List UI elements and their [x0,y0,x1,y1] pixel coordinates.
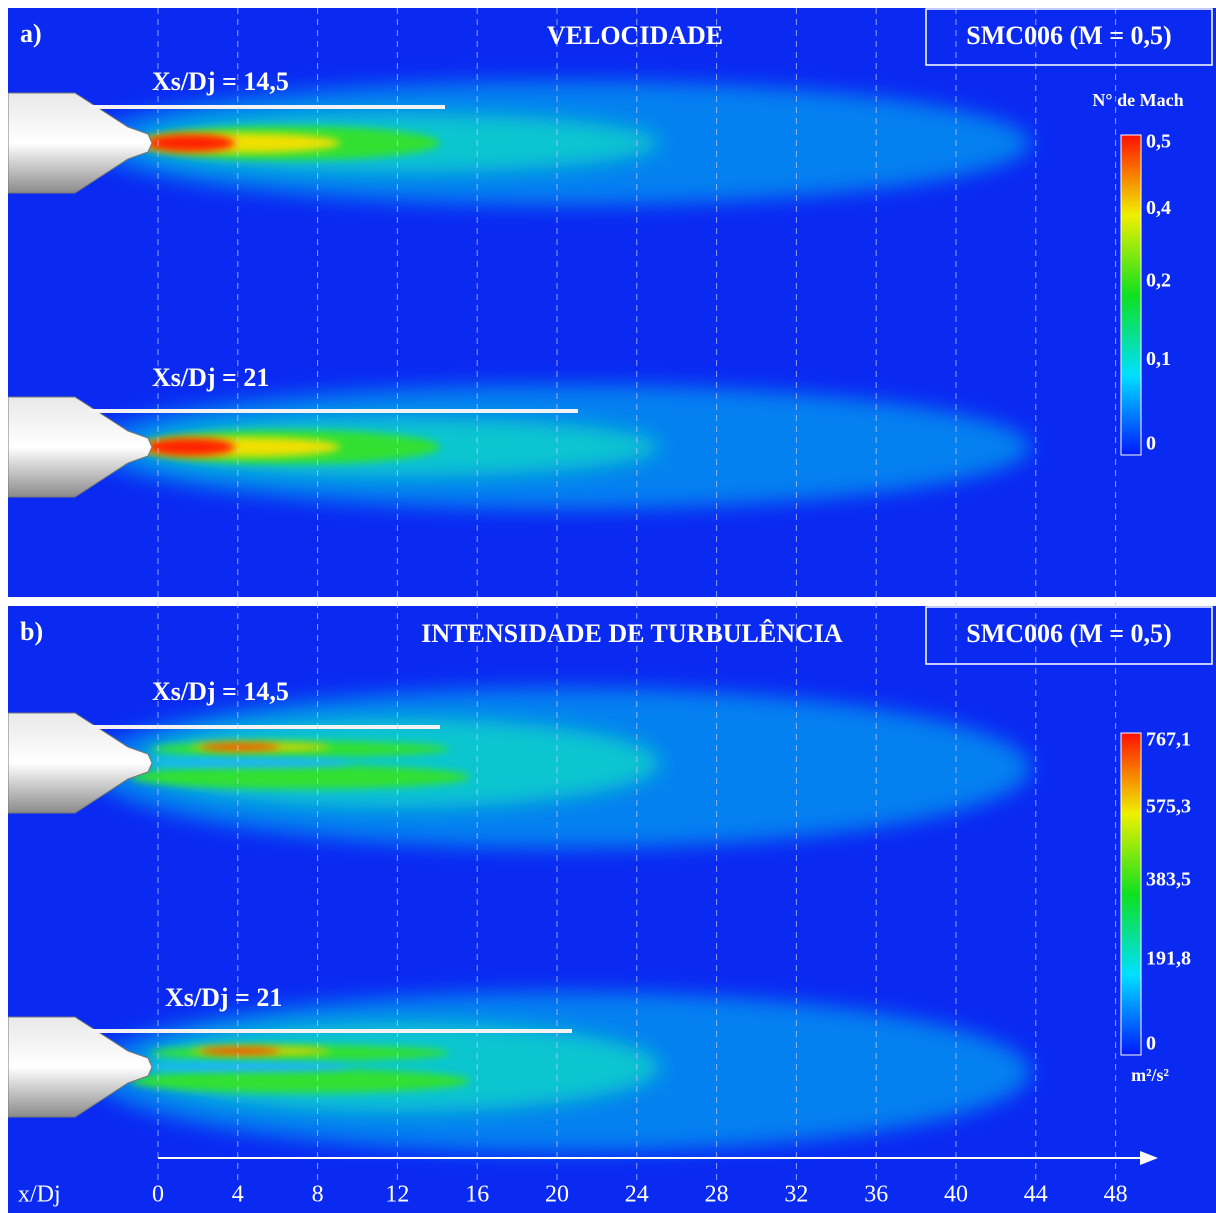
x-tick-label: 8 [312,1182,324,1208]
x-tick-label: 32 [784,1182,808,1208]
colorbar-tick-label: 0 [1146,433,1156,455]
colorbar-tick-label: 767,1 [1146,729,1191,751]
jet-shear [130,1069,470,1093]
nozzle [8,712,153,814]
colorbar-tick-label: 383,5 [1146,868,1191,890]
jet-core [150,1063,350,1071]
x-tick-label: 24 [625,1182,649,1208]
jet-label: Xs/Dj = 14,5 [152,67,289,96]
jet-shear [200,1048,280,1054]
panel-title: INTENSIDADE DE TURBULÊNCIA [421,619,843,648]
x-tick-label: 0 [152,1182,164,1208]
jet-label: Xs/Dj = 21 [152,363,269,392]
nozzle [8,1016,153,1118]
colorbar-tick-label: 0,4 [1146,197,1171,219]
colorbar [1120,732,1142,1056]
panel-title: VELOCIDADE [547,21,723,50]
jet-shear [130,765,470,789]
x-tick-label: 28 [705,1182,729,1208]
jet-core [145,438,235,456]
panel-b-flow [8,688,1030,1152]
arrow-head [1140,1151,1158,1165]
x-tick-label: 48 [1104,1182,1128,1208]
jet-core [150,759,350,767]
colorbar-unit: m²/s² [1131,1065,1169,1085]
nozzle [8,396,153,498]
panel-a-flow [8,81,1030,509]
colorbar-tick-label: 0,2 [1146,270,1171,292]
jet-core [145,134,235,152]
jet-label: Xs/Dj = 21 [165,983,282,1012]
panel-label: b) [20,617,43,646]
colorbar-tick-label: 0,1 [1146,348,1171,370]
case-box [925,8,1213,66]
colorbar-tick-label: 191,8 [1146,947,1191,969]
x-tick-label: 4 [232,1182,244,1208]
x-tick-label: 16 [465,1182,489,1208]
jet-label: Xs/Dj = 14,5 [152,677,289,706]
case-label: SMC006 (M = 0,5) [966,21,1171,50]
panel-label: a) [20,19,42,48]
x-tick-label: 36 [864,1182,888,1208]
colorbar [1120,134,1142,456]
x-axis-label: x/Dj [18,1182,61,1208]
x-tick-label: 20 [545,1182,569,1208]
colorbar-tick-label: 0 [1146,1033,1156,1055]
x-tick-label: 40 [944,1182,968,1208]
colorbar-tick-label: 0,5 [1146,131,1171,153]
jet-shear [200,744,280,750]
nozzle [8,92,153,194]
colorbar-title: N° de Mach [1092,90,1183,110]
case-label: SMC006 (M = 0,5) [966,619,1171,648]
x-tick-label: 44 [1024,1182,1048,1208]
colorbar-tick-label: 575,3 [1146,795,1191,817]
case-box [925,606,1213,665]
x-tick-label: 12 [385,1182,409,1208]
